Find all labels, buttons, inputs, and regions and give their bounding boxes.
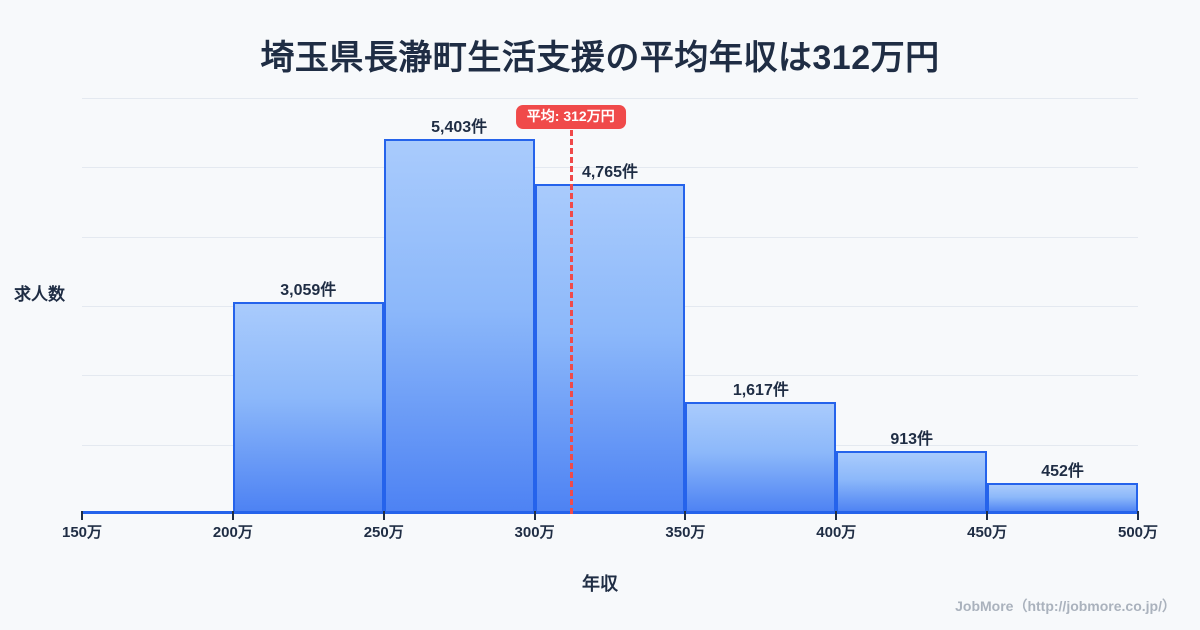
x-axis-tick: [835, 511, 838, 520]
bar[interactable]: [836, 450, 988, 514]
bar-value-label: 452件: [1041, 462, 1084, 480]
bar[interactable]: [232, 301, 384, 514]
bar[interactable]: [534, 183, 686, 514]
gridline: [82, 98, 1138, 99]
x-axis-tick-label: 450万: [967, 524, 1008, 541]
bars-layer: 3,059件 5,403件 4,765件 1,617件 913件 452件: [82, 98, 1138, 514]
x-axis-tick: [684, 511, 687, 520]
x-axis-title: 年収: [582, 574, 618, 594]
x-axis-tick-label: 200万: [212, 524, 253, 541]
bar[interactable]: [987, 482, 1138, 514]
x-axis-tick: [231, 511, 234, 520]
x-axis-tick-label: 150万: [61, 524, 103, 541]
gridline: [82, 167, 1138, 169]
x-axis-tick-label: 500万: [1117, 524, 1159, 541]
bar-value-label: 913件: [890, 430, 934, 448]
bar-value-label: 5,403件: [431, 119, 488, 137]
x-axis-tick-label: 300万: [514, 524, 555, 541]
bar[interactable]: [685, 401, 837, 514]
x-axis-tick-label: 350万: [665, 524, 706, 541]
watermark: JobMore（http://jobmore.co.jp/）: [955, 598, 1176, 614]
page-title: 埼玉県長瀞町生活支援の平均年収は312万円: [260, 39, 940, 77]
bar-value-label: 3,059件: [280, 281, 337, 299]
plot-area: 3,059件 5,403件 4,765件 1,617件 913件 452件: [82, 98, 1138, 514]
bar-value-label: 4,765件: [581, 163, 638, 181]
x-axis-tick-label: 250万: [363, 524, 404, 541]
bar-value-label: 1,617件: [732, 381, 789, 399]
x-axis-tick: [81, 511, 83, 520]
y-axis-title: 求人数: [14, 285, 65, 304]
x-axis-line: [82, 511, 1138, 514]
x-axis-tick: [533, 511, 536, 520]
mean-badge: 平均: 312万円: [515, 105, 626, 130]
x-axis-tick-label: 400万: [816, 524, 857, 541]
x-axis-tick: [1137, 511, 1139, 520]
x-axis-tick: [382, 511, 385, 520]
mean-line: [569, 130, 573, 514]
x-axis-tick: [986, 511, 989, 520]
bar[interactable]: [383, 139, 535, 514]
